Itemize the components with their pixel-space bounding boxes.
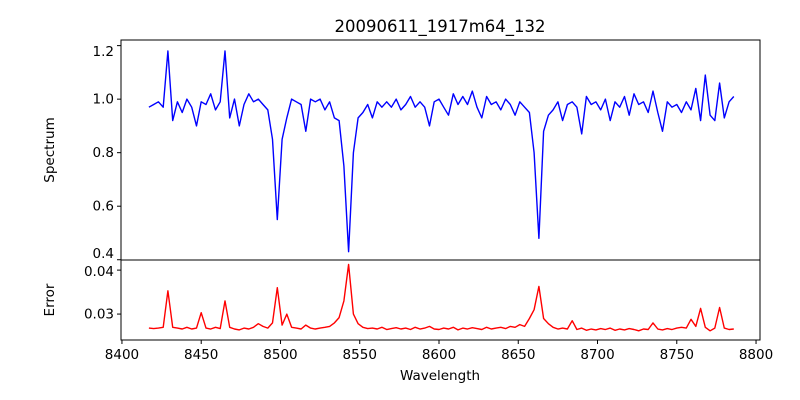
chart-title: 20090611_1917m64_132 [334,17,545,37]
spectrum-y-tick-label: 1.2 [93,44,114,60]
error-axes-frame [120,259,761,341]
spectrum-y-tick-label: 1.0 [93,92,114,108]
spectrum-y-tick-label: 0.4 [93,246,114,262]
spectrum-panel: 0.4 0.6 0.8 1.0 1.2 [93,39,761,262]
error-panel: 0.03 0.04 [84,259,761,341]
y-axis-label-spectrum: Spectrum [42,117,58,182]
x-axis-label: Wavelength [400,368,480,384]
spectrum-series-line [148,50,735,253]
x-tick-label: 8700 [580,347,614,363]
x-tick-label: 8650 [501,347,535,363]
x-tick-label: 8400 [105,347,139,363]
error-y-tick-label: 0.03 [84,307,114,323]
x-tick-label: 8750 [660,347,694,363]
x-tick-label: 8500 [263,347,297,363]
error-y-tick-label: 0.04 [84,264,114,280]
x-tick-label: 8800 [739,347,773,363]
error-series-line [148,263,734,332]
x-tick-label: 8450 [184,347,218,363]
spectrum-axes-frame [120,39,761,261]
y-axis-label-error: Error [42,283,58,316]
x-tick-label: 8550 [343,347,377,363]
spectrum-y-tick-label: 0.6 [93,199,114,215]
x-tick-label: 8600 [422,347,456,363]
x-axis: 8400 8450 8500 8550 8600 8650 8700 8750 8800 [105,340,773,363]
spectrum-y-tick-label: 0.8 [93,145,114,161]
